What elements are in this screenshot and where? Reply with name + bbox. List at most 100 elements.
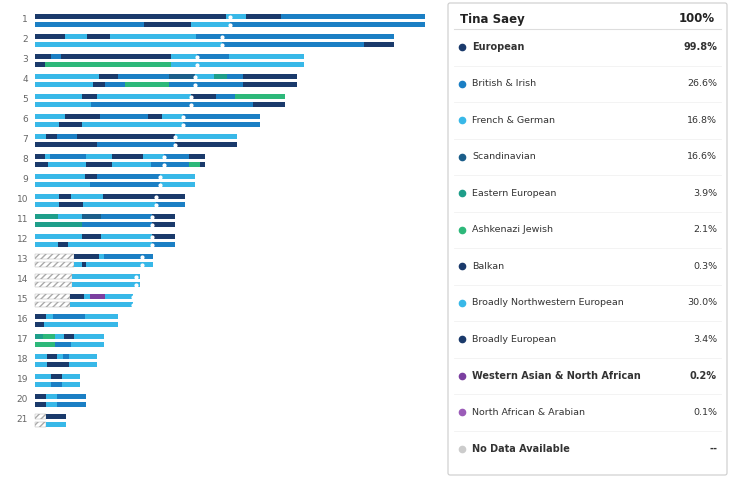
Bar xyxy=(230,22,425,27)
Bar xyxy=(65,114,100,119)
Text: 7: 7 xyxy=(22,136,28,144)
Bar xyxy=(59,194,72,199)
Bar xyxy=(191,22,230,27)
Bar xyxy=(58,214,82,219)
Bar xyxy=(45,154,50,159)
Text: Scandinavian: Scandinavian xyxy=(472,152,536,161)
Bar xyxy=(82,234,101,239)
Bar xyxy=(104,254,153,259)
Bar xyxy=(58,394,85,399)
Bar xyxy=(100,114,147,119)
Bar xyxy=(227,74,243,79)
Bar xyxy=(112,162,151,167)
Bar xyxy=(68,242,152,247)
Bar xyxy=(59,202,83,207)
Bar xyxy=(214,74,227,79)
Bar xyxy=(35,142,97,147)
Text: 8: 8 xyxy=(22,156,28,165)
Bar xyxy=(97,174,160,179)
Bar xyxy=(85,174,97,179)
Bar xyxy=(171,54,197,59)
Bar xyxy=(71,342,104,347)
Bar xyxy=(35,22,145,27)
Bar xyxy=(72,282,140,287)
Bar xyxy=(61,374,80,379)
Bar xyxy=(58,402,85,407)
Bar xyxy=(82,214,101,219)
Text: Western Asian & North African: Western Asian & North African xyxy=(472,371,641,381)
Text: 6: 6 xyxy=(22,115,28,125)
Bar xyxy=(46,422,66,427)
Bar xyxy=(145,22,191,27)
Bar xyxy=(58,242,68,247)
Bar xyxy=(61,382,80,387)
Text: No Data Available: No Data Available xyxy=(472,444,570,454)
Bar xyxy=(51,54,61,59)
Bar xyxy=(85,322,118,327)
Bar xyxy=(253,102,285,107)
Bar xyxy=(74,254,99,259)
Bar xyxy=(85,314,118,319)
Text: Tina Saey: Tina Saey xyxy=(460,13,525,26)
Text: 99.8%: 99.8% xyxy=(683,42,717,52)
Text: 100%: 100% xyxy=(679,13,715,26)
Bar xyxy=(35,94,82,99)
Bar xyxy=(245,14,281,19)
Text: European: European xyxy=(472,42,524,52)
Bar xyxy=(50,154,86,159)
Text: French & German: French & German xyxy=(472,116,555,125)
Bar xyxy=(84,294,90,299)
Text: 1: 1 xyxy=(22,15,28,25)
Text: 0.3%: 0.3% xyxy=(693,262,717,271)
Text: 5: 5 xyxy=(22,96,28,104)
Text: North African & Arabian: North African & Arabian xyxy=(472,408,585,417)
Bar xyxy=(90,182,160,187)
Bar xyxy=(101,214,152,219)
Bar xyxy=(43,334,55,339)
Bar xyxy=(216,94,234,99)
Bar xyxy=(86,262,153,267)
Bar xyxy=(35,134,46,139)
Bar xyxy=(152,222,175,227)
Bar xyxy=(90,294,105,299)
Bar xyxy=(35,114,65,119)
Bar xyxy=(35,54,51,59)
Bar xyxy=(45,62,171,67)
Bar xyxy=(110,34,196,39)
Bar xyxy=(35,62,45,67)
Bar xyxy=(35,362,47,367)
Bar xyxy=(196,34,222,39)
Bar xyxy=(57,354,63,359)
Text: 12: 12 xyxy=(17,236,28,244)
Bar xyxy=(35,302,70,307)
Bar xyxy=(35,122,58,127)
Text: 10: 10 xyxy=(17,196,28,204)
Bar xyxy=(105,82,125,87)
Bar xyxy=(125,82,169,87)
Text: 20: 20 xyxy=(17,396,28,404)
Bar xyxy=(222,42,364,47)
Bar xyxy=(35,314,46,319)
Bar xyxy=(35,274,72,279)
Bar xyxy=(91,102,253,107)
Bar xyxy=(97,134,175,139)
Text: 14: 14 xyxy=(17,275,28,284)
Bar xyxy=(72,194,103,199)
Bar xyxy=(35,254,74,259)
Text: 16.8%: 16.8% xyxy=(687,116,717,125)
Bar xyxy=(55,334,64,339)
Bar xyxy=(175,142,237,147)
Bar xyxy=(35,394,46,399)
Text: 4: 4 xyxy=(23,75,28,85)
Text: 3: 3 xyxy=(22,56,28,65)
Bar xyxy=(35,102,91,107)
Bar xyxy=(103,194,185,199)
Bar xyxy=(82,262,86,267)
Bar xyxy=(97,142,175,147)
Bar xyxy=(35,82,93,87)
Bar xyxy=(69,354,97,359)
Bar xyxy=(70,302,133,307)
Bar xyxy=(47,362,69,367)
Bar xyxy=(35,334,43,339)
Bar xyxy=(226,14,245,19)
